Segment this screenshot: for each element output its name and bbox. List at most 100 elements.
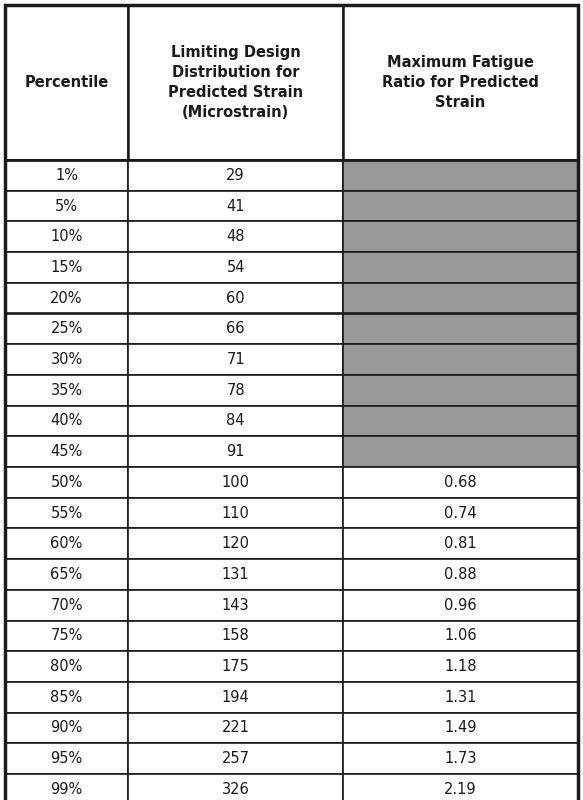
- Bar: [5, 651, 128, 682]
- Text: 60: 60: [226, 290, 245, 306]
- Text: 78: 78: [226, 382, 245, 398]
- Text: 65%: 65%: [51, 567, 83, 582]
- Bar: [5, 559, 128, 590]
- Bar: [128, 160, 343, 190]
- Text: 1.18: 1.18: [444, 659, 477, 674]
- Bar: [343, 406, 578, 436]
- Text: 41: 41: [226, 198, 245, 214]
- Bar: [128, 5, 343, 160]
- Bar: [5, 528, 128, 559]
- Bar: [343, 682, 578, 713]
- Bar: [128, 344, 343, 375]
- Text: 66: 66: [226, 322, 245, 336]
- Bar: [343, 498, 578, 528]
- Bar: [343, 160, 578, 190]
- Bar: [5, 467, 128, 498]
- Bar: [343, 528, 578, 559]
- Bar: [128, 222, 343, 252]
- Text: 40%: 40%: [50, 414, 83, 429]
- Text: 120: 120: [222, 536, 250, 551]
- Bar: [128, 651, 343, 682]
- Bar: [343, 467, 578, 498]
- Bar: [5, 160, 128, 190]
- Bar: [128, 590, 343, 621]
- Bar: [343, 5, 578, 160]
- Text: 2.19: 2.19: [444, 782, 477, 797]
- Bar: [128, 621, 343, 651]
- Text: Percentile: Percentile: [24, 75, 108, 90]
- Bar: [5, 406, 128, 436]
- Bar: [5, 190, 128, 222]
- Text: 0.68: 0.68: [444, 475, 477, 490]
- Text: 1.06: 1.06: [444, 628, 477, 643]
- Bar: [5, 774, 128, 800]
- Text: 10%: 10%: [50, 230, 83, 244]
- Text: 35%: 35%: [51, 382, 83, 398]
- Bar: [128, 528, 343, 559]
- Text: 85%: 85%: [51, 690, 83, 705]
- Bar: [128, 282, 343, 314]
- Text: 0.96: 0.96: [444, 598, 477, 613]
- Bar: [343, 314, 578, 344]
- Bar: [5, 5, 128, 160]
- Bar: [343, 344, 578, 375]
- Bar: [128, 559, 343, 590]
- Text: 0.81: 0.81: [444, 536, 477, 551]
- Bar: [5, 314, 128, 344]
- Text: 143: 143: [222, 598, 250, 613]
- Text: 131: 131: [222, 567, 250, 582]
- Text: 50%: 50%: [50, 475, 83, 490]
- Text: 70%: 70%: [50, 598, 83, 613]
- Bar: [343, 190, 578, 222]
- Text: 71: 71: [226, 352, 245, 367]
- Text: 55%: 55%: [51, 506, 83, 521]
- Text: 257: 257: [222, 751, 250, 766]
- Bar: [128, 682, 343, 713]
- Bar: [128, 774, 343, 800]
- Bar: [343, 621, 578, 651]
- Bar: [5, 498, 128, 528]
- Bar: [5, 344, 128, 375]
- Bar: [5, 282, 128, 314]
- Text: 54: 54: [226, 260, 245, 275]
- Bar: [343, 436, 578, 467]
- Bar: [343, 743, 578, 774]
- Bar: [128, 743, 343, 774]
- Bar: [343, 713, 578, 743]
- Bar: [5, 621, 128, 651]
- Text: 25%: 25%: [50, 322, 83, 336]
- Text: 0.74: 0.74: [444, 506, 477, 521]
- Bar: [128, 436, 343, 467]
- Text: 1.49: 1.49: [444, 721, 477, 735]
- Text: Maximum Fatigue
Ratio for Predicted
Strain: Maximum Fatigue Ratio for Predicted Stra…: [382, 55, 539, 110]
- Text: 1.31: 1.31: [444, 690, 477, 705]
- Text: 1%: 1%: [55, 168, 78, 183]
- Text: 158: 158: [222, 628, 250, 643]
- Text: 80%: 80%: [50, 659, 83, 674]
- Bar: [128, 375, 343, 406]
- Bar: [128, 498, 343, 528]
- Bar: [343, 559, 578, 590]
- Bar: [343, 282, 578, 314]
- Text: 20%: 20%: [50, 290, 83, 306]
- Bar: [5, 590, 128, 621]
- Text: 326: 326: [222, 782, 250, 797]
- Text: 194: 194: [222, 690, 250, 705]
- Text: 15%: 15%: [51, 260, 83, 275]
- Text: 100: 100: [222, 475, 250, 490]
- Bar: [5, 252, 128, 283]
- Text: 29: 29: [226, 168, 245, 183]
- Bar: [343, 222, 578, 252]
- Bar: [128, 467, 343, 498]
- Text: Limiting Design
Distribution for
Predicted Strain
(Microstrain): Limiting Design Distribution for Predict…: [168, 46, 303, 120]
- Text: 99%: 99%: [51, 782, 83, 797]
- Bar: [128, 190, 343, 222]
- Bar: [128, 713, 343, 743]
- Bar: [5, 682, 128, 713]
- Text: 175: 175: [222, 659, 250, 674]
- Text: 95%: 95%: [51, 751, 83, 766]
- Bar: [343, 651, 578, 682]
- Bar: [343, 375, 578, 406]
- Bar: [343, 590, 578, 621]
- Text: 75%: 75%: [50, 628, 83, 643]
